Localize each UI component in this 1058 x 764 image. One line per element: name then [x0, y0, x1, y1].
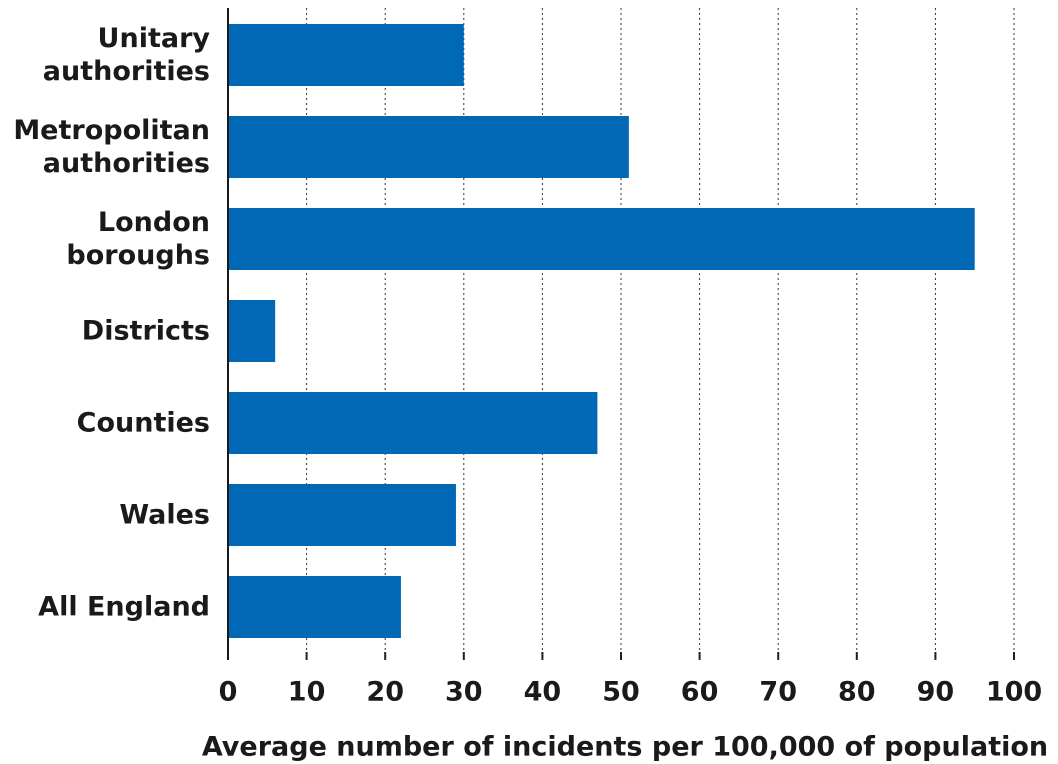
bar — [228, 576, 401, 638]
bar — [228, 392, 598, 454]
x-tick-label: 10 — [288, 677, 326, 708]
bar — [228, 300, 276, 362]
category-label: All England — [38, 591, 210, 623]
x-tick-label: 60 — [681, 677, 719, 708]
x-tick-label: 90 — [917, 677, 955, 708]
x-tick-label: 20 — [366, 677, 404, 708]
category-label: Unitary authorities — [42, 23, 210, 87]
x-tick-label: 30 — [445, 677, 483, 708]
x-tick-label: 40 — [524, 677, 562, 708]
x-tick-label: 80 — [838, 677, 876, 708]
category-label: Districts — [81, 315, 210, 347]
category-label: Metropolitan authorities — [13, 115, 210, 179]
category-label: Wales — [119, 499, 210, 531]
bar — [228, 208, 975, 270]
category-label: London boroughs — [66, 207, 210, 271]
bar — [228, 484, 456, 546]
bar — [228, 24, 464, 86]
x-tick-label: 100 — [986, 677, 1042, 708]
x-axis-title: Average number of incidents per 100,000 … — [202, 732, 1048, 763]
x-tick-label: 50 — [602, 677, 640, 708]
bar — [228, 116, 629, 178]
x-tick-label: 0 — [219, 677, 238, 708]
category-label: Counties — [76, 407, 210, 439]
x-tick-label: 70 — [759, 677, 797, 708]
